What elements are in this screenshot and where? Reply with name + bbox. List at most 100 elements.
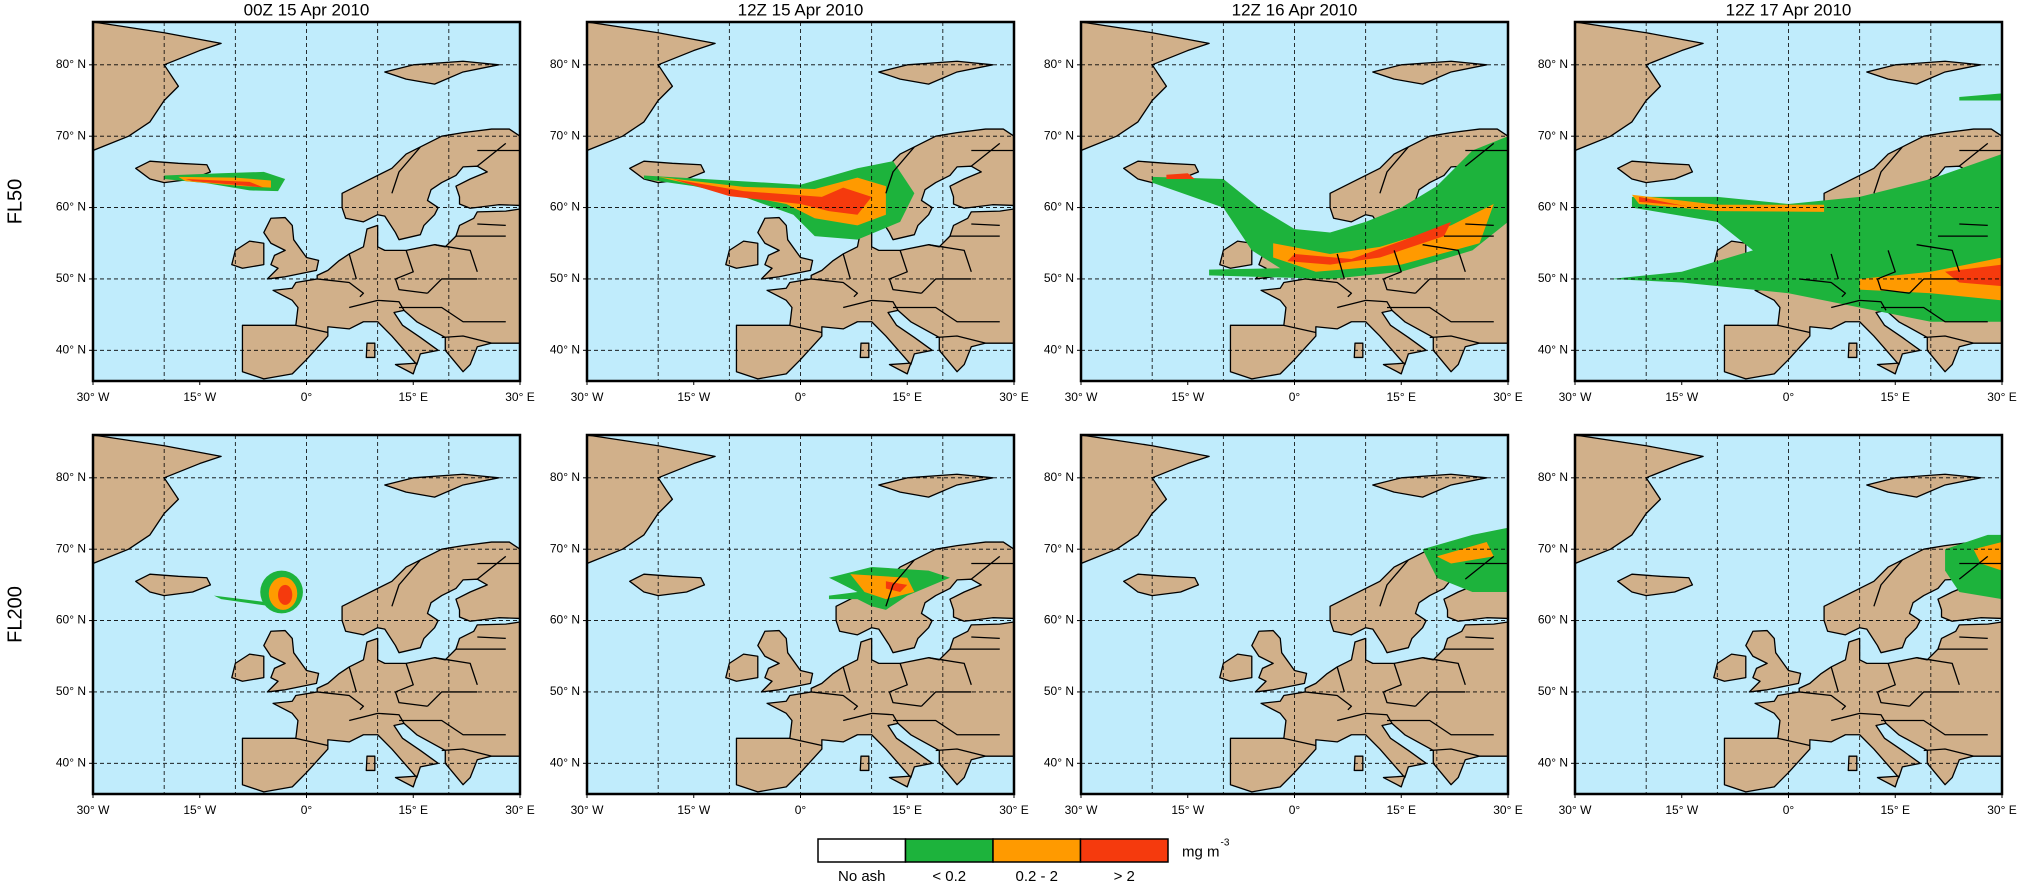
legend-swatch <box>1079 838 1169 863</box>
map-area <box>587 22 1014 381</box>
lat-tick-label: 40° N <box>550 342 580 356</box>
lon-tick-label: 0° <box>795 390 807 404</box>
map-area <box>1081 22 1508 381</box>
lon-tick-label: 15° E <box>1881 390 1910 404</box>
lon-tick-label: 15° W <box>1665 803 1698 817</box>
map-area <box>1081 435 1508 794</box>
map-area <box>93 22 520 381</box>
lon-tick-label: 30° E <box>1987 803 2016 817</box>
legend-label: < 0.2 <box>932 868 966 885</box>
lat-tick-label: 60° N <box>56 200 86 214</box>
legend: No ash < 0.2 0.2 - 2 > 2 mg m-3 <box>817 838 1230 885</box>
lat-tick-label: 40° N <box>1044 755 1074 769</box>
lat-tick-label: 80° N <box>56 470 86 484</box>
lon-tick-label: 30° E <box>1987 390 2016 404</box>
lon-tick-label: 15° E <box>1387 390 1416 404</box>
map-panel: 40° N 50° N 60° N 70° N 80° N 30° W 15° W 0° 15°… <box>1538 433 2017 817</box>
lon-tick-label: 0° <box>795 803 807 817</box>
lat-tick-label: 60° N <box>56 613 86 627</box>
lon-tick-label: 15° E <box>399 803 428 817</box>
lon-tick-label: 0° <box>1783 390 1795 404</box>
lon-tick-label: 30° W <box>1559 803 1592 817</box>
map-panel: 40° N 50° N 60° N 70° N 80° N 30° W 15° W 0° 15°… <box>1044 20 1523 404</box>
lat-tick-label: 80° N <box>1044 57 1074 71</box>
lon-tick-label: 15° W <box>677 390 710 404</box>
map-panel: 40° N 50° N 60° N 70° N 80° N 30° W 15° W 0° 15°… <box>550 433 1029 817</box>
lon-tick-label: 0° <box>301 390 313 404</box>
lon-tick-label: 15° E <box>1387 803 1416 817</box>
lat-tick-label: 60° N <box>1538 613 1568 627</box>
map-area <box>93 435 520 794</box>
map-panel: 40° N 50° N 60° N 70° N 80° N 30° W 15° W 0° 15°… <box>56 433 535 817</box>
lat-tick-label: 70° N <box>1044 541 1074 555</box>
lat-tick-label: 50° N <box>550 271 580 285</box>
panel-title: 12Z 17 Apr 2010 <box>1726 0 1852 19</box>
lon-tick-label: 0° <box>1289 390 1301 404</box>
lat-tick-label: 50° N <box>1044 271 1074 285</box>
lon-tick-label: 30° W <box>77 803 110 817</box>
map-area <box>1575 22 2002 381</box>
lat-tick-label: 40° N <box>1538 342 1568 356</box>
lon-tick-label: 15° W <box>183 803 216 817</box>
lat-tick-label: 60° N <box>1044 613 1074 627</box>
lat-tick-label: 50° N <box>56 684 86 698</box>
lon-tick-label: 30° E <box>1493 390 1522 404</box>
lat-tick-label: 80° N <box>1538 470 1568 484</box>
lon-tick-label: 15° W <box>1665 390 1698 404</box>
lat-tick-label: 50° N <box>56 271 86 285</box>
lat-tick-label: 70° N <box>56 128 86 142</box>
lat-tick-label: 80° N <box>550 470 580 484</box>
lon-tick-label: 30° W <box>571 803 604 817</box>
lon-tick-label: 30° W <box>571 390 604 404</box>
lat-tick-label: 60° N <box>550 613 580 627</box>
legend-label: > 2 <box>1114 868 1135 885</box>
lat-tick-label: 80° N <box>1044 470 1074 484</box>
lon-tick-label: 15° E <box>893 390 922 404</box>
lat-tick-label: 70° N <box>550 541 580 555</box>
lon-tick-label: 15° E <box>893 803 922 817</box>
lat-tick-label: 80° N <box>550 57 580 71</box>
legend-swatch <box>817 838 907 863</box>
lon-tick-label: 30° E <box>999 390 1028 404</box>
legend-label: 0.2 - 2 <box>1015 868 1058 885</box>
lon-tick-label: 30° E <box>999 803 1028 817</box>
lat-tick-label: 50° N <box>1538 684 1568 698</box>
lon-tick-label: 30° W <box>1065 390 1098 404</box>
lat-tick-label: 40° N <box>56 342 86 356</box>
lat-tick-label: 80° N <box>1538 57 1568 71</box>
lon-tick-label: 30° W <box>1065 803 1098 817</box>
map-panel: 40° N 50° N 60° N 70° N 80° N 30° W 15° W 0° 15°… <box>1044 433 1523 817</box>
map-panel: 40° N 50° N 60° N 70° N 80° N 30° W 15° W 0° 15°… <box>1538 20 2017 404</box>
lat-tick-label: 60° N <box>1044 200 1074 214</box>
lat-tick-label: 60° N <box>1538 200 1568 214</box>
lon-tick-label: 30° W <box>77 390 110 404</box>
row-label: FL200 <box>4 586 26 643</box>
panel-title: 00Z 15 Apr 2010 <box>244 0 370 19</box>
lat-tick-label: 40° N <box>1044 342 1074 356</box>
lon-tick-label: 30° E <box>505 390 534 404</box>
legend-unit-exponent: -3 <box>1221 838 1230 849</box>
map-panel: 40° N 50° N 60° N 70° N 80° N 30° W 15° W 0° 15°… <box>56 20 535 404</box>
legend-unit: mg m <box>1182 843 1220 860</box>
map-area <box>587 435 1014 794</box>
lat-tick-label: 40° N <box>56 755 86 769</box>
lon-tick-label: 15° E <box>1881 803 1910 817</box>
map-area <box>1575 435 2002 794</box>
lat-tick-label: 70° N <box>550 128 580 142</box>
lon-tick-label: 30° E <box>505 803 534 817</box>
lat-tick-label: 50° N <box>550 684 580 698</box>
lon-tick-label: 0° <box>1289 803 1301 817</box>
lat-tick-label: 50° N <box>1538 271 1568 285</box>
lon-tick-label: 30° E <box>1493 803 1522 817</box>
lat-tick-label: 40° N <box>550 755 580 769</box>
map-panel: 40° N 50° N 60° N 70° N 80° N 30° W 15° W 0° 15°… <box>550 20 1029 404</box>
lon-tick-label: 15° W <box>1171 803 1204 817</box>
legend-swatch <box>992 838 1082 863</box>
legend-label: No ash <box>838 868 886 885</box>
lon-tick-label: 15° W <box>677 803 710 817</box>
lon-tick-label: 0° <box>301 803 313 817</box>
row-label: FL50 <box>4 179 26 225</box>
lat-tick-label: 60° N <box>550 200 580 214</box>
lat-tick-label: 70° N <box>1538 128 1568 142</box>
